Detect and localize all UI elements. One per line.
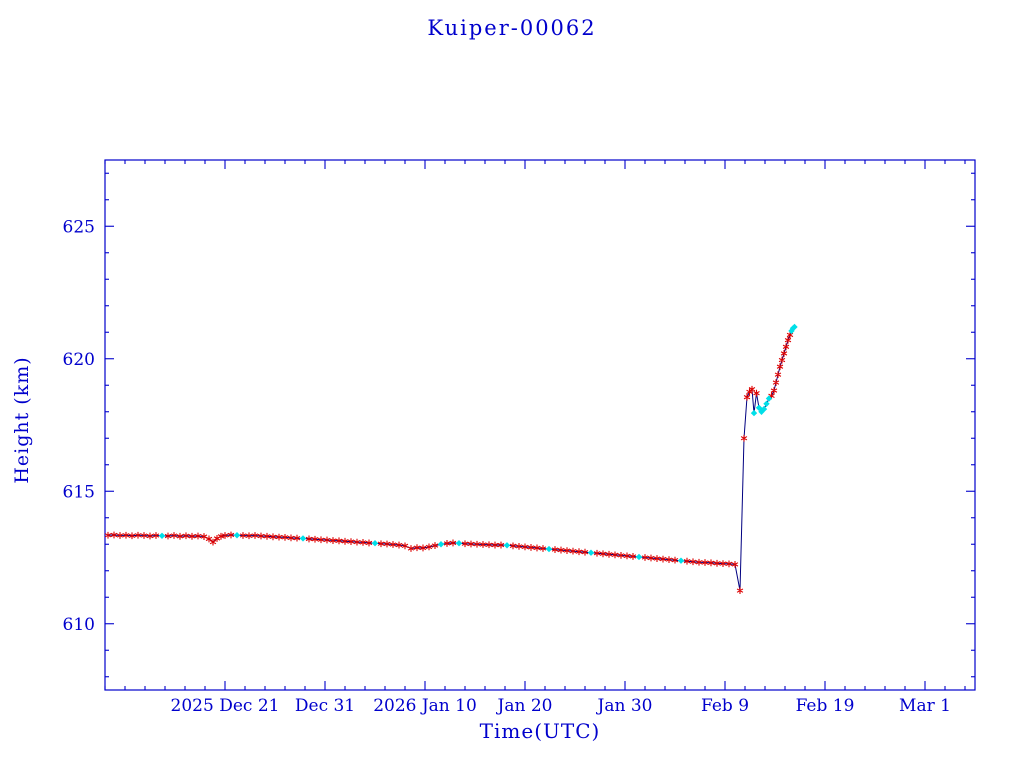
x-axis-title: Time(UTC) — [479, 719, 601, 743]
chart-title: Kuiper-00062 — [427, 16, 597, 40]
y-tick-label: 615 — [63, 482, 95, 502]
x-tick-label: 2026 Jan 10 — [373, 696, 477, 716]
height-series-line — [107, 326, 795, 591]
x-tick-label: 2025 Dec 21 — [171, 696, 280, 716]
x-tick-label: Jan 30 — [596, 696, 653, 716]
x-tick-label: Feb 19 — [796, 696, 855, 716]
y-tick-label: 625 — [63, 217, 95, 237]
y-tick-labels: 610 615 620 625 — [63, 217, 95, 635]
asterisk-markers — [104, 331, 794, 595]
y-tick-label: 610 — [63, 615, 95, 635]
x-tick-label: Jan 20 — [496, 696, 553, 716]
plot-frame — [104, 159, 976, 691]
x-tick-label: Mar 1 — [899, 696, 951, 716]
diamond-markers — [158, 323, 798, 564]
x-tick-labels: 2025 Dec 21 Dec 31 2026 Jan 10 Jan 20 Jan 30… — [171, 696, 951, 716]
x-tick-label: Dec 31 — [295, 696, 355, 716]
axis-ticks — [104, 160, 975, 690]
x-tick-label: Feb 9 — [701, 696, 749, 716]
y-tick-label: 620 — [63, 350, 95, 370]
